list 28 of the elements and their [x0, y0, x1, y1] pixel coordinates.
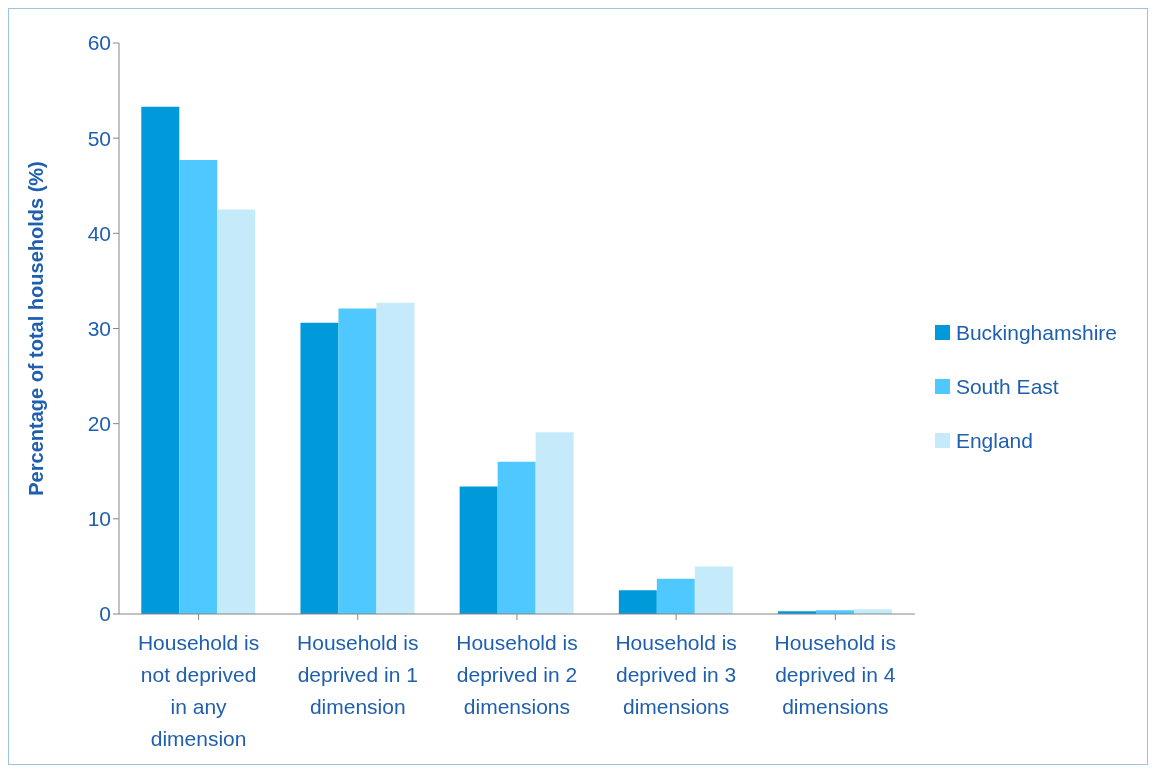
bar [459, 486, 498, 614]
bar [141, 106, 180, 614]
bar [179, 160, 218, 614]
x-tick-label: Household is deprived in 1 dimension [297, 631, 419, 718]
y-tick-label: 60 [87, 31, 111, 55]
bar [376, 302, 415, 614]
y-tick-label: 10 [87, 507, 111, 531]
bar [618, 590, 657, 614]
bar [497, 461, 536, 614]
bar [300, 322, 339, 614]
x-tick-label: Household is deprived in 2 dimensions [456, 631, 578, 718]
bar [338, 308, 377, 614]
bar [217, 209, 256, 614]
bar [535, 432, 574, 614]
y-axis-title: Percentage of total households (%) [25, 161, 48, 496]
bar [694, 566, 733, 614]
x-tick-label: Household is deprived in 4 dimensions [774, 631, 897, 718]
y-tick-label: 40 [87, 221, 111, 245]
y-tick-label: 30 [87, 316, 111, 340]
x-tick-label: Household is deprived in 3 dimensions [615, 631, 737, 718]
bar [656, 578, 695, 614]
y-tick-label: 50 [87, 126, 111, 150]
legend-label: Buckinghamshire [955, 320, 1117, 345]
legend-label: England [955, 428, 1033, 453]
x-tick-label: Household is not deprived in any dimension [137, 631, 260, 750]
legend-label: South East [955, 374, 1059, 399]
y-tick-label: 20 [87, 412, 111, 436]
y-tick-label: 0 [99, 602, 111, 626]
